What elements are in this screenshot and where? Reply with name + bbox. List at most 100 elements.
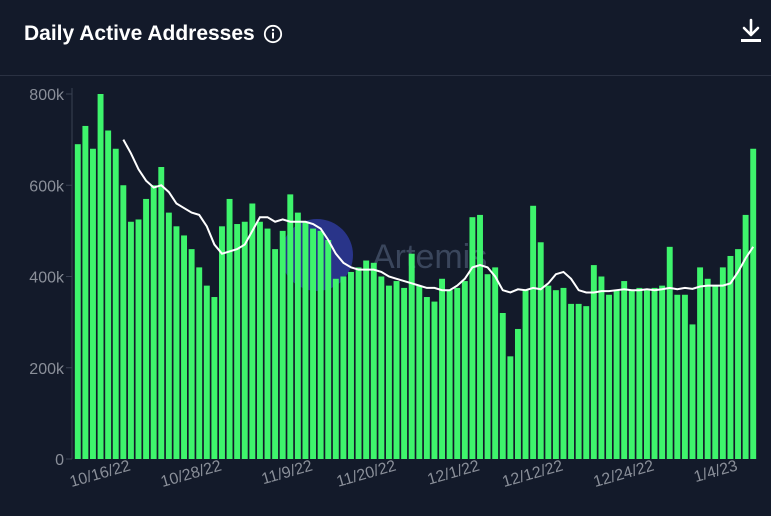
bar[interactable] [385, 285, 392, 460]
bar[interactable] [264, 228, 271, 459]
bar[interactable] [158, 167, 165, 459]
bar[interactable] [325, 240, 332, 459]
bar[interactable] [659, 285, 666, 460]
watermark-text: Artemis [372, 238, 487, 276]
bar[interactable] [575, 303, 582, 460]
bar[interactable] [302, 221, 309, 459]
bar[interactable] [401, 287, 408, 459]
bar[interactable] [393, 281, 400, 459]
bar[interactable] [598, 276, 605, 460]
bar[interactable] [294, 212, 301, 459]
bar[interactable] [621, 281, 628, 459]
bar[interactable] [378, 276, 385, 460]
bar[interactable] [454, 287, 461, 459]
bar[interactable] [408, 253, 415, 459]
bar[interactable] [606, 294, 612, 459]
bar[interactable] [348, 271, 354, 459]
bar[interactable] [105, 130, 112, 460]
info-circle-icon[interactable] [263, 24, 283, 44]
bar[interactable] [530, 205, 537, 459]
bar[interactable] [234, 224, 241, 459]
bar[interactable] [522, 290, 529, 459]
bar[interactable] [74, 144, 81, 459]
bar[interactable] [279, 230, 286, 460]
bar[interactable] [127, 221, 134, 459]
bar[interactable] [499, 313, 506, 459]
bar[interactable] [651, 287, 658, 459]
download-icon[interactable] [739, 18, 763, 44]
bar[interactable] [560, 287, 567, 459]
bar[interactable] [219, 226, 225, 459]
bar[interactable] [256, 221, 263, 459]
bar[interactable] [439, 278, 446, 459]
x-tick-label: 1/4/23 [692, 457, 740, 486]
bar[interactable] [196, 267, 203, 460]
bar[interactable] [583, 306, 590, 459]
bar[interactable] [90, 148, 96, 459]
bar[interactable] [545, 285, 552, 460]
bar[interactable] [492, 267, 499, 460]
bar[interactable] [613, 290, 620, 459]
bar[interactable] [272, 249, 279, 459]
bar[interactable] [355, 267, 362, 460]
bar[interactable] [317, 230, 324, 460]
chart-title: Daily Active Addresses [24, 22, 283, 46]
bar[interactable] [165, 212, 172, 459]
bar[interactable] [310, 228, 317, 459]
bar[interactable] [469, 217, 476, 459]
bar[interactable] [241, 221, 248, 459]
bar[interactable] [719, 267, 726, 460]
bar[interactable] [173, 226, 180, 459]
bar[interactable] [461, 281, 468, 459]
bar[interactable] [203, 285, 210, 460]
bar[interactable] [150, 185, 157, 459]
bar[interactable] [249, 203, 256, 460]
bar[interactable] [484, 274, 491, 459]
bar[interactable] [552, 290, 559, 459]
x-tick-label: 12/12/22 [500, 457, 565, 491]
bar[interactable] [712, 285, 719, 460]
bar[interactable] [636, 287, 643, 459]
bar[interactable] [681, 294, 688, 459]
bar[interactable] [507, 356, 514, 459]
bar[interactable] [82, 125, 89, 459]
bar[interactable] [568, 303, 575, 460]
bar[interactable] [287, 194, 294, 460]
bar[interactable] [416, 285, 423, 460]
bar[interactable] [735, 249, 741, 459]
bar[interactable] [689, 324, 696, 459]
bar[interactable] [697, 267, 704, 460]
bar[interactable] [750, 148, 757, 459]
bar[interactable] [423, 297, 430, 459]
bar[interactable] [446, 290, 453, 459]
bar[interactable] [431, 301, 438, 459]
bar[interactable] [135, 219, 142, 459]
x-tick-label: 10/16/22 [68, 457, 133, 491]
bar[interactable] [644, 290, 650, 459]
bar[interactable] [340, 276, 347, 460]
bar[interactable] [211, 297, 218, 459]
bar[interactable] [332, 278, 339, 459]
bar[interactable] [727, 255, 734, 459]
bar[interactable] [143, 198, 150, 459]
bar[interactable] [628, 290, 635, 459]
bar[interactable] [188, 249, 195, 459]
y-tick-label: 0 [55, 452, 64, 469]
bar[interactable] [674, 294, 681, 459]
bar[interactable] [181, 235, 187, 459]
bar[interactable] [666, 246, 673, 459]
bar[interactable] [370, 262, 377, 459]
bar[interactable] [226, 198, 233, 459]
bar[interactable] [120, 185, 127, 459]
bar[interactable] [514, 328, 521, 459]
x-tick-label: 10/28/22 [159, 457, 224, 491]
bar[interactable] [590, 265, 597, 459]
bar[interactable] [704, 278, 711, 459]
bar[interactable] [537, 242, 544, 459]
bar[interactable] [363, 260, 370, 459]
y-axis: 0 200k 400k 600k 800k [29, 87, 73, 469]
bar[interactable] [97, 94, 104, 459]
bar[interactable] [112, 148, 119, 459]
bar[interactable] [742, 214, 749, 459]
bar[interactable] [477, 214, 483, 459]
